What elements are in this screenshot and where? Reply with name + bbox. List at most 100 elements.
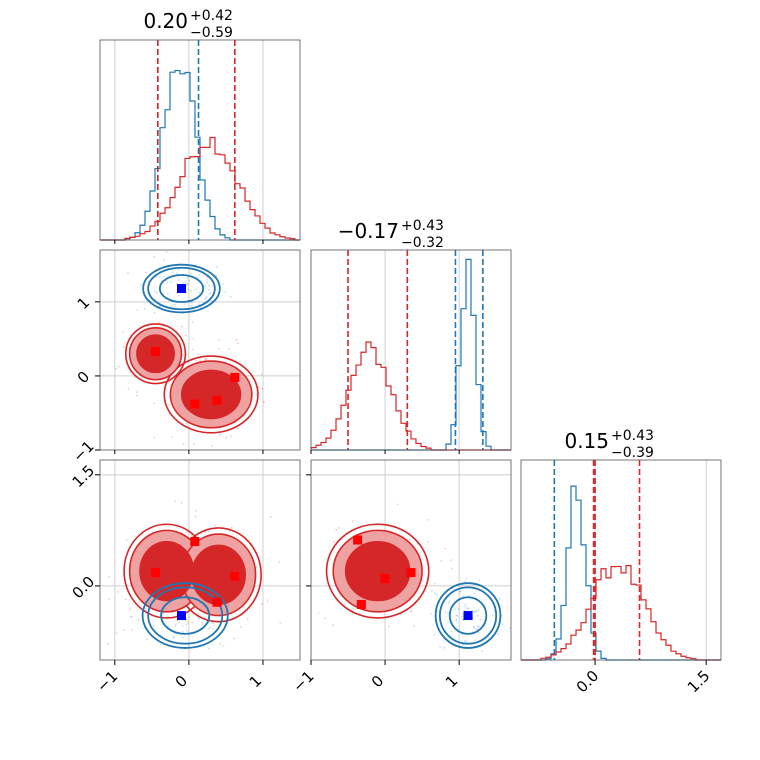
panel-content xyxy=(100,250,300,455)
scatter-point xyxy=(153,311,156,314)
scatter-point xyxy=(464,580,466,583)
scatter-point xyxy=(185,623,188,626)
histogram-red-1 xyxy=(100,136,300,241)
scatter-point xyxy=(190,304,193,307)
y-tick-label: 1 xyxy=(74,294,93,313)
scatter-point xyxy=(224,290,227,293)
scatter-point xyxy=(442,640,445,643)
scatter-point xyxy=(174,305,176,308)
x-axis-3: 0.0 1.5 xyxy=(573,660,713,696)
blue-contour-2 xyxy=(147,266,216,311)
scatter-point xyxy=(461,618,464,620)
panel-title-plus-1: +0.42 xyxy=(190,8,233,24)
scatter-point xyxy=(153,402,156,405)
scatter-point xyxy=(396,503,399,506)
diagonal-panel-1: 0.20 +0.42−0.59 xyxy=(99,8,301,241)
scatter-point xyxy=(218,339,220,341)
scatter-point xyxy=(225,436,227,439)
scatter-point xyxy=(440,559,443,562)
panel-title-minus-2: −0.32 xyxy=(401,235,444,251)
scatter-point xyxy=(463,671,465,673)
blue-contour-2 xyxy=(147,586,224,645)
scatter-point xyxy=(145,607,148,610)
scatter-point xyxy=(462,595,465,598)
scatter-point xyxy=(443,646,446,649)
scatter-point xyxy=(260,603,263,606)
blue-contour-3 xyxy=(160,596,211,635)
scatter-point xyxy=(460,615,463,618)
scatter-point xyxy=(457,608,460,610)
scatter-point xyxy=(208,627,210,630)
scatter-point xyxy=(185,531,188,533)
y-tick-label: −1 xyxy=(69,437,97,465)
scatter-point xyxy=(178,294,180,297)
scatter-point xyxy=(227,348,230,350)
panel-frame xyxy=(99,39,301,241)
scatter-point xyxy=(219,433,222,436)
scatter-point xyxy=(166,292,169,295)
red-marker-2 xyxy=(356,599,366,609)
scatter-point xyxy=(158,305,161,308)
scatter-point xyxy=(461,633,464,636)
scatter-point xyxy=(230,526,233,529)
blue-contour-3 xyxy=(158,274,205,303)
panel-title-value-3: 0.15 xyxy=(564,429,609,453)
scatter-point xyxy=(175,623,177,625)
scatter-point xyxy=(200,532,203,535)
scatter-point xyxy=(352,608,355,610)
scatter-point xyxy=(126,538,128,541)
scatter-point xyxy=(450,630,453,633)
scatter-point xyxy=(190,290,193,292)
scatter-point xyxy=(228,530,231,533)
scatter-point xyxy=(274,453,276,455)
scatter-point xyxy=(481,650,484,653)
scatter-point xyxy=(196,276,199,279)
scatter-point xyxy=(195,509,198,512)
scatter-point xyxy=(229,435,232,438)
blue-marker-1 xyxy=(463,611,473,621)
scatter-point xyxy=(477,631,480,634)
scatter-point xyxy=(464,640,466,642)
scatter-point xyxy=(463,605,466,608)
scatter-point xyxy=(215,275,218,277)
y-axis-2: −1 0 1 xyxy=(69,294,100,466)
y-tick-label: 0 xyxy=(74,368,93,387)
scatter-point xyxy=(172,303,175,306)
inner-x-ticks-2-1 xyxy=(114,450,264,454)
scatter-point xyxy=(331,624,334,626)
scatter-point xyxy=(185,279,188,282)
blue-marker-1 xyxy=(176,284,186,294)
scatter-point xyxy=(210,621,213,624)
scatter-point xyxy=(466,608,469,611)
panel-title-minus-3: −0.39 xyxy=(611,445,654,461)
scatter-point xyxy=(136,309,139,312)
scatter-point xyxy=(204,358,207,360)
scatter-point xyxy=(182,625,184,627)
scatter-point xyxy=(324,617,326,620)
scatter-point xyxy=(461,643,464,646)
scatter-point xyxy=(209,626,212,629)
inner-x-ticks-1-1 xyxy=(114,240,264,244)
scatter-point xyxy=(171,271,174,274)
scatter-point xyxy=(209,291,212,294)
scatter-point xyxy=(155,275,158,278)
scatter-point xyxy=(154,290,157,292)
scatter-point xyxy=(153,436,156,439)
scatter-point xyxy=(181,325,183,328)
scatter-point xyxy=(140,283,142,286)
scatter-point xyxy=(235,339,238,342)
panel-frame xyxy=(99,459,301,661)
diagonal-panel-2: −0.17 +0.43−0.32 xyxy=(310,218,512,451)
scatter-point xyxy=(335,528,338,531)
scatter-point xyxy=(453,608,456,611)
scatter-point xyxy=(162,612,165,615)
scatter-point xyxy=(183,281,186,284)
scatter-point xyxy=(200,269,203,271)
scatter-point xyxy=(467,594,470,597)
red-marker-2 xyxy=(190,536,200,546)
scatter-point xyxy=(217,347,220,350)
scatter-point xyxy=(170,305,173,308)
scatter-point xyxy=(129,371,132,374)
red-marker-3 xyxy=(380,574,390,584)
